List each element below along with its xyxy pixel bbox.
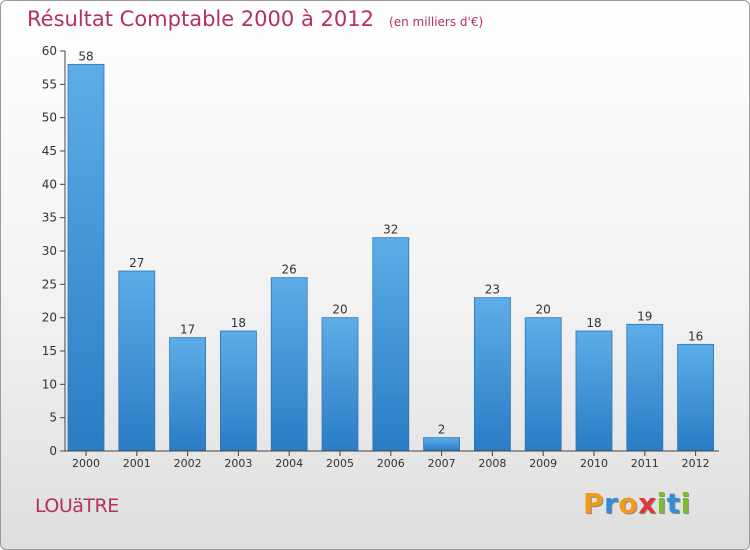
y-tick-label: 0 (49, 444, 57, 458)
bar-value-label: 26 (282, 263, 297, 277)
y-tick-label: 5 (49, 411, 57, 425)
bar-value-label: 2 (438, 423, 446, 437)
x-tick-label: 2005 (326, 457, 354, 470)
x-tick-label: 2007 (428, 457, 456, 470)
x-tick-label: 2002 (174, 457, 202, 470)
y-tick-label: 35 (42, 211, 57, 225)
bar (67, 63, 105, 452)
x-tick-label: 2000 (72, 457, 100, 470)
y-tick-label: 60 (42, 44, 57, 58)
bar-value-label: 32 (383, 223, 398, 237)
x-tick-label: 2009 (529, 457, 557, 470)
y-tick-label: 20 (42, 311, 57, 325)
logo-letter: r (604, 487, 619, 520)
bar (524, 317, 562, 452)
commune-name: LOUäTRE (35, 495, 119, 517)
y-tick-label: 15 (42, 344, 57, 358)
bar-value-label: 18 (231, 316, 246, 330)
logo-letter: x (638, 487, 657, 520)
y-tick-label: 25 (42, 277, 57, 291)
chart-unit-label: (en milliers d'€) (389, 15, 484, 29)
x-tick-label: 2006 (377, 457, 405, 470)
bar-value-label: 20 (536, 303, 551, 317)
logo-letter: i (656, 487, 667, 520)
bar-value-label: 19 (637, 309, 652, 323)
bar (169, 337, 207, 452)
bar-value-label: 27 (129, 256, 144, 270)
bar (626, 323, 664, 452)
y-tick-label: 55 (42, 77, 57, 91)
proxiti-logo: Proxiti (583, 487, 691, 520)
logo-letter: t (666, 487, 681, 520)
x-tick-label: 2011 (631, 457, 659, 470)
bar (372, 237, 410, 452)
bar (321, 317, 359, 452)
bar-value-label: 20 (332, 303, 347, 317)
bar (473, 297, 511, 452)
y-tick-label: 30 (42, 244, 57, 258)
y-tick-label: 45 (42, 144, 57, 158)
y-tick-label: 10 (42, 377, 57, 391)
chart-title-text: Résultat Comptable 2000 à 2012 (27, 7, 374, 31)
bar-value-label: 17 (180, 323, 195, 337)
bar (219, 330, 257, 452)
x-tick-label: 2003 (224, 457, 252, 470)
bar-value-label: 16 (688, 329, 703, 343)
x-tick-label: 2010 (580, 457, 608, 470)
chart-title: Résultat Comptable 2000 à 2012 (en milli… (27, 7, 483, 31)
bar-value-label: 23 (485, 283, 500, 297)
x-tick-label: 2012 (682, 457, 710, 470)
bar (677, 343, 714, 452)
logo-letter: o (618, 487, 639, 520)
bar-value-label: 58 (78, 49, 93, 63)
bar (270, 277, 308, 452)
logo-letter: P (583, 487, 605, 520)
y-tick-label: 50 (42, 111, 57, 125)
bar (423, 437, 461, 452)
y-tick-label: 40 (42, 177, 57, 191)
logo-letter: i (680, 487, 691, 520)
x-tick-label: 2001 (123, 457, 151, 470)
x-tick-label: 2008 (478, 457, 506, 470)
bar (118, 270, 156, 452)
bar (575, 330, 613, 452)
bar-value-label: 18 (586, 316, 601, 330)
x-tick-label: 2004 (275, 457, 303, 470)
